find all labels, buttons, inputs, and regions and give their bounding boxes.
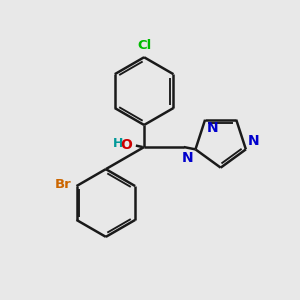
Text: N: N	[207, 121, 218, 135]
Text: H: H	[113, 137, 124, 150]
Text: Br: Br	[55, 178, 71, 191]
Text: N: N	[247, 134, 259, 148]
Text: O: O	[120, 138, 132, 152]
Text: N: N	[182, 151, 193, 165]
Text: Cl: Cl	[137, 39, 151, 52]
